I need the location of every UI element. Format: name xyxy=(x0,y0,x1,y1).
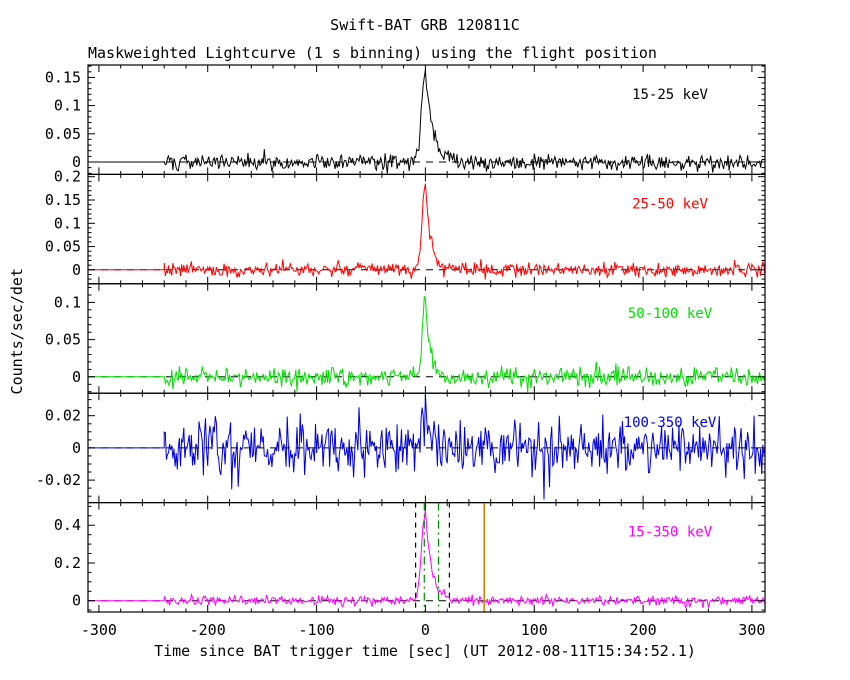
x-tick-label: 0 xyxy=(421,621,430,639)
panel-frame xyxy=(87,502,766,613)
figure-subtitle: Maskweighted Lightcurve (1 s binning) us… xyxy=(88,44,657,62)
y-tick-label: 0.1 xyxy=(54,214,81,232)
y-tick-label: -0.02 xyxy=(36,471,81,489)
panel-15-25-kev: 0 0.05 0.1 0.15 15-25 keV xyxy=(45,64,766,176)
y-tick-label: 0.1 xyxy=(54,293,81,311)
lightcurve-trace xyxy=(88,69,766,174)
panel-100-350-kev: -0.02 0 0.02 100-350 keV xyxy=(36,392,766,504)
y-tick-label: 0.1 xyxy=(54,97,81,115)
figure-title: Swift-BAT GRB 120811C xyxy=(330,16,520,34)
energy-band-label: 50-100 keV xyxy=(628,306,713,322)
x-tick-label: -200 xyxy=(190,621,226,639)
lightcurve-trace xyxy=(88,183,766,280)
y-tick-label: 0 xyxy=(72,261,81,279)
panel-50-100-kev: 0 0.05 0.1 50-100 keV xyxy=(45,283,766,394)
energy-band-label: 25-50 keV xyxy=(632,196,708,212)
x-tick-label: -300 xyxy=(81,621,117,639)
y-tick-label: 0.4 xyxy=(54,516,81,534)
lightcurve-trace xyxy=(88,296,766,393)
y-tick-label: 0.2 xyxy=(54,554,81,572)
y-tick-label: 0.02 xyxy=(45,407,81,425)
energy-band-label: 15-25 keV xyxy=(632,87,708,103)
x-tick-label: 200 xyxy=(630,621,657,639)
y-tick-label: 0 xyxy=(72,592,81,610)
y-tick-label: 0 xyxy=(72,368,81,386)
panel-15-350-kev: 0 0.2 0.4 15-350 keV xyxy=(54,502,766,613)
x-axis-label: Time since BAT trigger time [sec] (UT 20… xyxy=(154,642,696,660)
x-tick-label: -100 xyxy=(299,621,335,639)
x-tick-label: 100 xyxy=(521,621,548,639)
y-tick-label: 0.2 xyxy=(54,168,81,186)
y-tick-label: 0.15 xyxy=(45,191,81,209)
panel-25-50-kev: 0 0.05 0.1 0.15 0.2 25-50 keV xyxy=(45,168,766,285)
y-tick-label: 0 xyxy=(72,439,81,457)
y-tick-label: 0 xyxy=(72,153,81,171)
lightcurve-trace xyxy=(88,393,766,500)
energy-band-label: 15-350 keV xyxy=(628,525,713,541)
y-tick-label: 0.15 xyxy=(45,68,81,86)
x-tick-label: 300 xyxy=(738,621,765,639)
lightcurve-trace xyxy=(88,509,766,609)
y-tick-label: 0.05 xyxy=(45,331,81,349)
y-tick-label: 0.05 xyxy=(45,238,81,256)
energy-band-label: 100-350 keV xyxy=(624,415,717,431)
y-tick-label: 0.05 xyxy=(45,125,81,143)
